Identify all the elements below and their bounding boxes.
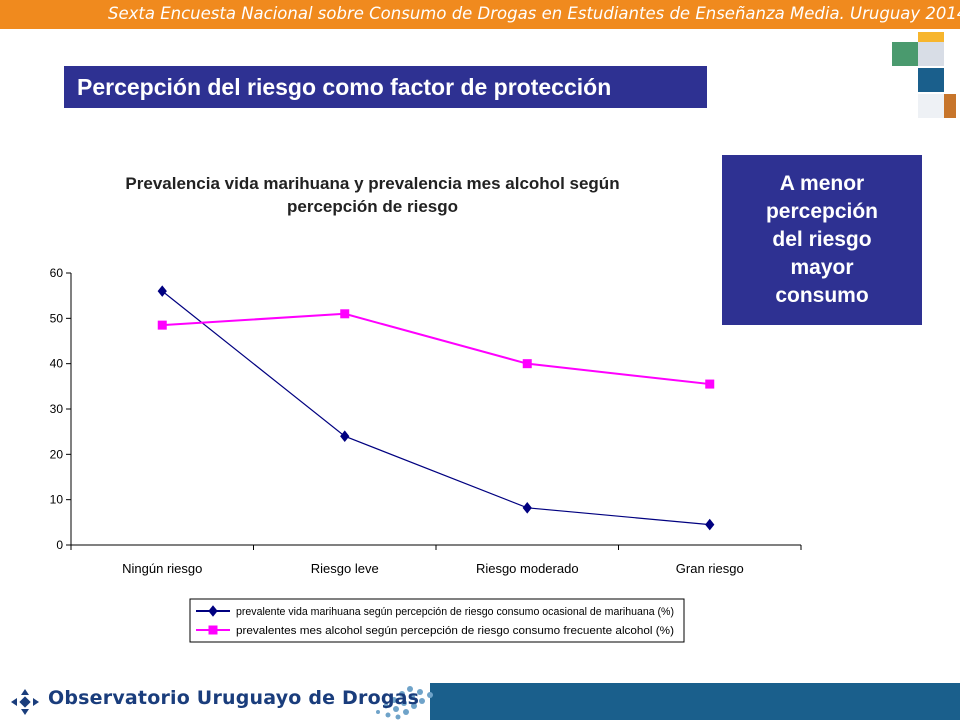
callout-text: A menor percepción del riesgo mayor cons… xyxy=(765,172,879,307)
y-tick-label: 60 xyxy=(50,266,64,280)
data-point-diamond xyxy=(208,605,218,617)
chart-title: Prevalencia vida marihuana y prevalencia… xyxy=(125,174,620,216)
chart-series xyxy=(157,285,715,531)
legend-label: prevalente vida marihuana según percepci… xyxy=(236,606,674,618)
x-tick-label: Riesgo moderado xyxy=(476,561,579,576)
y-axis-ticks: 0 10 20 30 40 50 60 xyxy=(50,266,71,552)
data-point-square xyxy=(157,320,167,330)
chart-legend: prevalente vida marihuana según percepci… xyxy=(189,598,685,643)
x-tick-label: Ningún riesgo xyxy=(122,561,202,576)
chart-axes xyxy=(70,273,801,546)
series-line-2 xyxy=(162,312,710,386)
y-tick-label: 50 xyxy=(50,311,64,325)
banner-title: Sexta Encuesta Nacional sobre Consumo de… xyxy=(108,4,960,23)
legend-label: prevalentes mes alcohol según percepción… xyxy=(236,625,674,637)
x-tick-label: Gran riesgo xyxy=(676,561,744,576)
data-point-square xyxy=(208,625,218,635)
top-banner: Sexta Encuesta Nacional sobre Consumo de… xyxy=(0,0,960,29)
org-name: Observatorio Uruguayo de Drogas xyxy=(48,687,420,709)
series-line-1 xyxy=(161,290,710,526)
data-point-diamond xyxy=(340,430,350,443)
y-tick-label: 40 xyxy=(50,357,64,371)
x-tick-label: Riesgo leve xyxy=(311,561,379,576)
four-square-logo-icon xyxy=(890,30,960,122)
data-point-square xyxy=(705,379,715,389)
y-tick-label: 30 xyxy=(50,402,64,416)
data-point-diamond xyxy=(522,502,532,514)
data-point-diamond xyxy=(705,518,715,531)
footer-blue-band xyxy=(430,683,960,720)
y-tick-label: 10 xyxy=(50,493,64,507)
callout-box: A menor percepción del riesgo mayor cons… xyxy=(722,155,922,325)
data-point-diamond xyxy=(157,285,167,297)
diamond-arrows-icon xyxy=(11,689,39,715)
legend-box xyxy=(189,598,685,643)
y-tick-label: 0 xyxy=(56,538,63,552)
y-tick-label: 20 xyxy=(50,447,64,461)
section-title: Percepción del riesgo como factor de pro… xyxy=(64,66,707,108)
dot-pattern-icon xyxy=(376,686,433,720)
data-point-square xyxy=(340,309,350,319)
data-point-square xyxy=(522,359,532,369)
x-axis-ticks: Ningún riesgo Riesgo leve Riesgo moderado G… xyxy=(70,545,802,576)
